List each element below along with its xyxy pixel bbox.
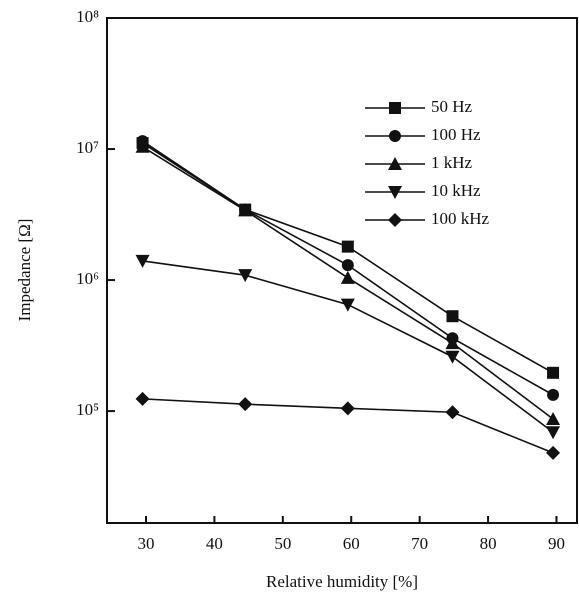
y-axis-label: Impedance [Ω] xyxy=(15,219,34,322)
data-point xyxy=(340,401,355,416)
data-point xyxy=(340,270,355,284)
legend-marker xyxy=(388,213,402,227)
data-point xyxy=(135,139,150,153)
legend-marker xyxy=(389,130,401,142)
legend-marker xyxy=(388,157,402,170)
data-point xyxy=(238,269,253,283)
data-point xyxy=(546,412,561,426)
data-point xyxy=(445,336,460,350)
data-point xyxy=(238,203,253,217)
x-tick-label: 40 xyxy=(206,534,223,553)
legend-marker xyxy=(389,102,401,114)
x-tick-label: 70 xyxy=(411,534,428,553)
data-point xyxy=(135,391,150,406)
legend-label: 50 Hz xyxy=(431,97,473,116)
legend-label: 1 kHz xyxy=(431,153,473,172)
legend-marker xyxy=(388,186,402,199)
data-point xyxy=(340,298,355,312)
x-tick-label: 90 xyxy=(548,534,565,553)
y-tick-label: 10⁶ xyxy=(76,269,99,288)
data-point xyxy=(446,310,459,323)
x-axis-label: Relative humidity [%] xyxy=(266,572,418,591)
legend-label: 100 Hz xyxy=(431,125,481,144)
data-point xyxy=(547,388,560,401)
data-point xyxy=(546,445,561,460)
data-point xyxy=(341,240,354,253)
y-tick-label: 10⁸ xyxy=(76,7,99,26)
data-point xyxy=(445,405,460,420)
data-point xyxy=(238,397,253,412)
x-tick-label: 80 xyxy=(480,534,497,553)
x-tick-label: 30 xyxy=(137,534,154,553)
data-point xyxy=(135,254,150,268)
data-point xyxy=(341,259,354,272)
plot-frame xyxy=(106,17,578,524)
series-line xyxy=(142,142,554,374)
x-tick-label: 50 xyxy=(274,534,291,553)
legend-label: 10 kHz xyxy=(431,181,481,200)
legend-label: 100 kHz xyxy=(431,209,490,228)
y-tick-label: 10⁷ xyxy=(76,138,99,157)
x-tick-label: 60 xyxy=(343,534,360,553)
data-point xyxy=(546,426,561,440)
data-point xyxy=(547,366,560,379)
data-point xyxy=(445,350,460,364)
y-tick-label: 10⁵ xyxy=(76,400,99,419)
